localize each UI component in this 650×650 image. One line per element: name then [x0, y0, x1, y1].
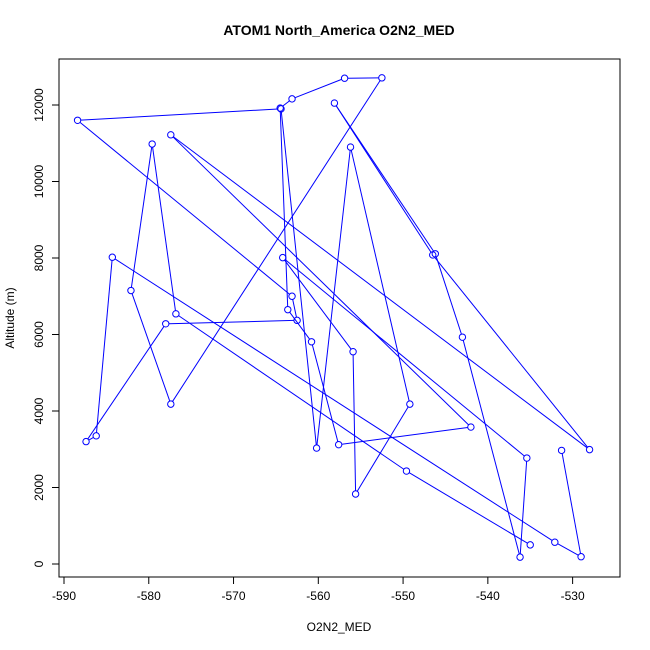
data-point	[148, 140, 156, 148]
y-tick-label: 12000	[32, 88, 46, 122]
data-point	[340, 74, 349, 82]
data-point	[167, 131, 175, 139]
y-axis: 0 2000 4000 6000 8000 10000 12000	[32, 88, 60, 567]
series-segment	[335, 105, 432, 253]
series-segment	[316, 150, 351, 445]
series-segment	[178, 315, 405, 470]
data-point	[276, 104, 284, 112]
data-point	[73, 116, 82, 125]
series-segment	[294, 78, 342, 99]
data-point	[279, 253, 287, 262]
series-segment	[131, 293, 171, 402]
data-point	[334, 440, 343, 449]
data-point	[346, 143, 355, 151]
data-point	[523, 454, 531, 462]
data-point	[577, 553, 585, 561]
series-segment	[350, 150, 410, 402]
data-point	[330, 99, 339, 107]
data-point	[467, 423, 475, 431]
series-segment	[352, 354, 357, 491]
series-segment	[87, 326, 165, 440]
series-segment	[561, 453, 582, 554]
x-tick-label: -540	[476, 589, 500, 603]
series-segment	[462, 340, 520, 555]
y-tick-label: 6000	[32, 321, 46, 348]
y-tick-label: 4000	[32, 397, 46, 424]
data-point	[172, 310, 180, 318]
series-segment	[172, 80, 381, 402]
x-tick-label: -580	[137, 589, 161, 603]
data-point	[167, 400, 175, 408]
series-segment	[279, 111, 289, 307]
data-point	[585, 445, 594, 454]
series-segment	[96, 260, 113, 433]
data-point	[277, 105, 285, 113]
series-segment	[88, 436, 94, 441]
series-segment	[289, 311, 311, 340]
series-segment	[519, 461, 528, 554]
series-segment	[408, 472, 528, 544]
data-point	[288, 95, 296, 103]
series-segment	[284, 259, 352, 350]
y-tick-label: 10000	[32, 164, 46, 198]
data-point	[312, 444, 321, 452]
data-point	[162, 320, 170, 328]
data-point	[378, 74, 386, 82]
data-point	[307, 338, 316, 346]
data-point	[351, 490, 360, 498]
data-point	[429, 251, 437, 259]
data-point	[557, 446, 566, 455]
data-point	[127, 286, 135, 295]
series-segment	[173, 136, 588, 449]
series-segment	[434, 257, 588, 448]
series-segment	[311, 344, 339, 442]
series-segment	[152, 147, 176, 311]
data-point	[516, 553, 524, 561]
data-point	[82, 437, 90, 446]
x-tick-label: -560	[306, 589, 330, 603]
series-segment	[557, 543, 579, 556]
x-axis: -590 -580 -570 -560 -550 -540 -530	[52, 576, 585, 603]
y-axis-label: Altitude (m)	[3, 287, 17, 348]
series-segment	[356, 406, 409, 492]
x-tick-label: -590	[52, 589, 76, 603]
series-segment	[130, 147, 153, 288]
data-point	[526, 541, 534, 549]
series-segment	[282, 100, 290, 107]
x-axis-label: O2N2_MED	[307, 620, 372, 634]
series-points	[73, 74, 594, 561]
series-segment	[435, 256, 462, 335]
series-segment	[80, 108, 278, 121]
data-point	[288, 292, 296, 300]
series-segment	[172, 136, 469, 426]
y-tick-label: 8000	[32, 244, 46, 271]
data-point	[349, 348, 357, 356]
data-point	[92, 432, 100, 440]
y-tick-label: 2000	[32, 474, 46, 501]
data-point	[284, 305, 292, 314]
data-point	[406, 400, 414, 408]
x-tick-label: -550	[391, 589, 415, 603]
series-segment	[79, 121, 290, 295]
series-segment	[114, 258, 553, 541]
data-point	[402, 467, 411, 475]
chart-title: ATOM1 North_America O2N2_MED	[223, 22, 454, 38]
data-point	[293, 316, 301, 325]
data-point	[551, 538, 559, 546]
series-segment	[292, 299, 297, 318]
x-tick-label: -530	[561, 589, 585, 603]
data-point	[108, 253, 117, 261]
y-tick-label: 0	[32, 560, 46, 567]
data-point	[458, 333, 467, 341]
x-tick-label: -570	[222, 589, 246, 603]
series-lines	[79, 77, 588, 556]
